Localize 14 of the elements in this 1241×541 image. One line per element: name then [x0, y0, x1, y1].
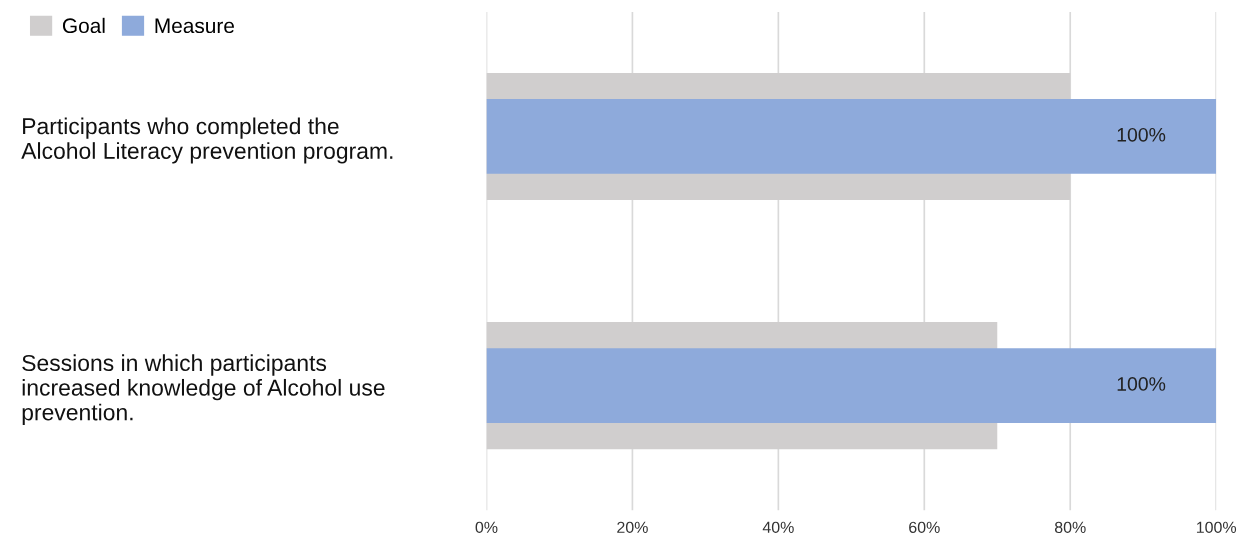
x-tick-label: 100%	[1196, 521, 1237, 534]
y-tick-label: Sessions in which participants increased knowledge of Alcohol use prevention.	[22, 354, 385, 425]
x-tick-label: 0%	[475, 521, 498, 534]
y-tick-label: Participants who completed the Alcohol Literacy prevention program.	[21, 117, 393, 164]
bar	[486, 348, 1217, 423]
bar	[486, 99, 1217, 174]
x-tick-label: 80%	[1054, 521, 1086, 534]
legend-label: Measure	[155, 18, 234, 34]
data-label: 100%	[1117, 377, 1166, 391]
data-label: 100%	[1117, 127, 1166, 142]
x-tick-label: 20%	[617, 521, 648, 534]
x-tick-label: 60%	[909, 521, 940, 534]
legend-label: Goal	[62, 17, 105, 34]
x-tick-label: 40%	[762, 521, 794, 534]
